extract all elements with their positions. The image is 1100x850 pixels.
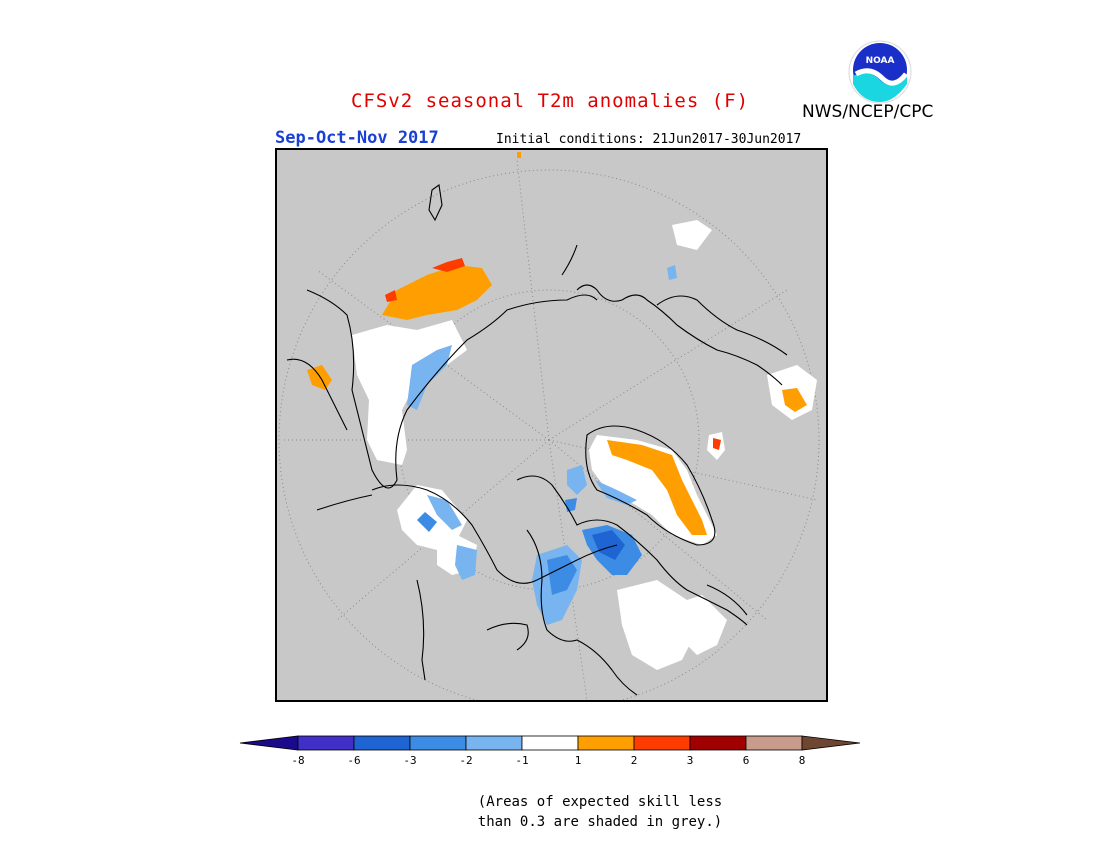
legend-tick-label: -3 [403, 754, 416, 767]
initial-conditions-label: Initial conditions: 21Jun2017-30Jun2017 [496, 132, 802, 147]
legend-tick-label: -8 [291, 754, 304, 767]
pole-marker [517, 152, 521, 158]
noaa-logo: NOAA [848, 40, 912, 104]
legend-tick-label: 8 [799, 754, 806, 767]
legend-swatch-high-triangle [801, 735, 861, 751]
legend-tick-label: -1 [515, 754, 528, 767]
legend-swatch-low-triangle [239, 735, 299, 751]
coastlines [286, 184, 788, 696]
noaa-logo-text: NOAA [866, 56, 895, 66]
agency-label: NWS/NCEP/CPC [802, 102, 934, 122]
legend-swatch [633, 735, 691, 751]
legend-swatch [297, 735, 355, 751]
anomaly-europe [767, 365, 817, 420]
graticule [278, 159, 820, 700]
polar-map-canvas [278, 152, 820, 700]
legend-swatch [465, 735, 523, 751]
legend-tick-label: 3 [687, 754, 694, 767]
skill-note: (Areas of expected skill less than 0.3 a… [440, 792, 760, 832]
polar-map [275, 148, 828, 702]
legend-swatch [577, 735, 635, 751]
anomaly-north-america [532, 465, 727, 670]
anomaly-eurasia [307, 220, 712, 580]
anomaly-greenland [589, 432, 725, 545]
season-label: Sep-Oct-Nov 2017 [275, 128, 439, 148]
legend-swatches [239, 735, 861, 751]
legend-tick-label: 6 [743, 754, 750, 767]
legend-swatch [689, 735, 747, 751]
page-title: CFSv2 seasonal T2m anomalies (F) [350, 90, 750, 112]
legend-swatch [353, 735, 411, 751]
skill-note-line-2: than 0.3 are shaded in grey.) [477, 814, 723, 830]
legend-swatch [745, 735, 803, 751]
legend-tick-label: -6 [347, 754, 360, 767]
legend-swatch [521, 735, 579, 751]
legend-tick-label: -2 [459, 754, 472, 767]
skill-note-line-1: (Areas of expected skill less [477, 794, 723, 810]
legend-tick-label: 2 [631, 754, 638, 767]
legend-swatch [409, 735, 467, 751]
legend-tick-label: 1 [575, 754, 582, 767]
legend-colorbar: -8 -6 -3 -2 -1 1 2 3 6 8 [239, 735, 861, 767]
legend-ticks: -8 -6 -3 -2 -1 1 2 3 6 8 [291, 754, 805, 767]
